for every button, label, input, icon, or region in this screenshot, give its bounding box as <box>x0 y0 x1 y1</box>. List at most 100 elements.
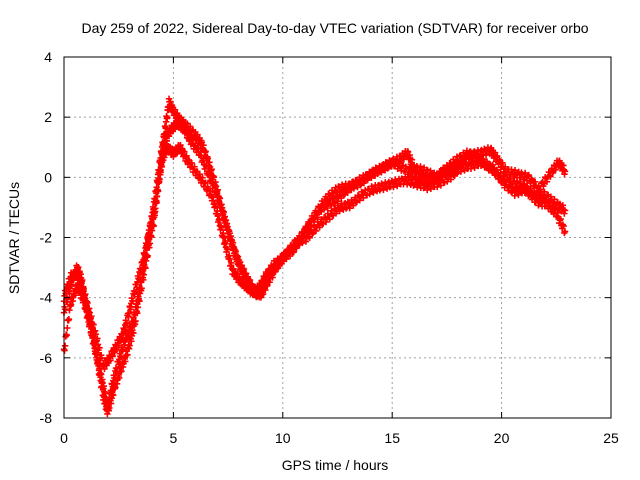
data-point <box>525 171 532 179</box>
data-point <box>396 159 403 166</box>
data-point <box>561 207 569 214</box>
data-point <box>147 225 155 232</box>
data-point <box>356 197 363 204</box>
y-tick-label: -4 <box>40 290 53 306</box>
data-point <box>457 168 465 175</box>
x-axis-ticks: 0 5 10 15 20 25 <box>60 57 619 446</box>
data-point <box>406 165 413 172</box>
data-point <box>330 192 338 200</box>
data-point <box>96 344 103 351</box>
data-point <box>134 309 141 317</box>
y-axis-ticks: -8 -6 -4 -2 0 2 4 <box>40 49 611 426</box>
data-point <box>126 342 133 349</box>
data-point <box>131 288 139 295</box>
data-point <box>65 315 73 323</box>
x-tick-label: 15 <box>384 430 400 446</box>
y-axis-label: SDTVAR / TECUs <box>6 182 22 294</box>
data-point <box>416 170 423 178</box>
data-point <box>286 252 294 260</box>
data-point <box>327 195 334 203</box>
data-point <box>448 164 455 172</box>
data-point <box>551 196 558 203</box>
data-point <box>71 292 79 299</box>
data-point <box>320 202 328 209</box>
data-point <box>130 329 137 337</box>
data-point <box>63 332 70 339</box>
data-point <box>326 216 333 223</box>
data-point <box>88 312 95 320</box>
data-point <box>112 384 119 391</box>
data-point <box>225 228 233 235</box>
data-point <box>346 205 353 212</box>
data-point <box>110 392 117 399</box>
data-point <box>279 257 286 265</box>
data-point <box>384 180 392 187</box>
data-point <box>302 238 310 245</box>
data-point <box>229 239 237 246</box>
x-tick-label: 25 <box>603 430 619 446</box>
data-point <box>412 169 420 176</box>
data-point <box>82 290 89 298</box>
data-point <box>324 204 331 212</box>
data-point <box>483 158 491 165</box>
data-point <box>547 173 554 180</box>
data-point <box>264 278 271 285</box>
data-point <box>450 171 457 179</box>
data-point <box>94 341 102 348</box>
y-tick-label: 0 <box>44 169 52 185</box>
data-point <box>67 301 75 308</box>
series-track-2 <box>60 141 569 418</box>
data-point <box>310 216 317 223</box>
data-point <box>66 306 73 314</box>
data-point <box>520 181 527 189</box>
data-point <box>303 228 310 235</box>
data-point <box>106 404 113 412</box>
data-point <box>97 377 104 384</box>
data-point <box>244 273 251 281</box>
data-point <box>423 166 431 173</box>
data-point <box>138 285 145 292</box>
data-point <box>211 181 218 189</box>
data-point <box>121 328 128 335</box>
data-point <box>290 248 297 256</box>
data-point <box>560 222 567 230</box>
data-point <box>61 342 69 349</box>
data-point <box>293 245 300 252</box>
data-point <box>219 209 227 216</box>
data-point <box>156 175 163 183</box>
data-point <box>109 352 116 360</box>
data-point <box>493 166 501 174</box>
data-point <box>94 335 101 342</box>
data-point <box>154 188 162 195</box>
data-point <box>524 172 532 180</box>
data-point <box>223 220 231 227</box>
data-point <box>350 185 358 192</box>
data-point <box>186 123 194 130</box>
data-point <box>424 186 431 194</box>
data-point <box>153 199 160 206</box>
data-point <box>316 224 323 231</box>
data-point <box>364 176 371 184</box>
data-point <box>438 173 445 180</box>
data-point <box>140 256 147 264</box>
data-point <box>273 265 280 273</box>
data-point <box>212 202 219 210</box>
data-point <box>177 141 184 149</box>
data-point <box>90 321 97 328</box>
data-point <box>208 174 215 181</box>
data-point <box>119 346 127 353</box>
data-point <box>267 272 274 280</box>
data-point <box>115 342 122 349</box>
data-point <box>157 169 164 176</box>
x-tick-label: 0 <box>60 430 68 446</box>
data-point <box>128 338 135 345</box>
data-point <box>384 165 391 172</box>
data-point <box>203 162 210 170</box>
data-point <box>427 167 434 175</box>
data-point <box>122 358 129 365</box>
data-point <box>374 170 381 178</box>
data-point <box>125 310 133 317</box>
data-point <box>160 148 167 155</box>
data-point <box>482 151 490 159</box>
data-point <box>417 163 424 170</box>
